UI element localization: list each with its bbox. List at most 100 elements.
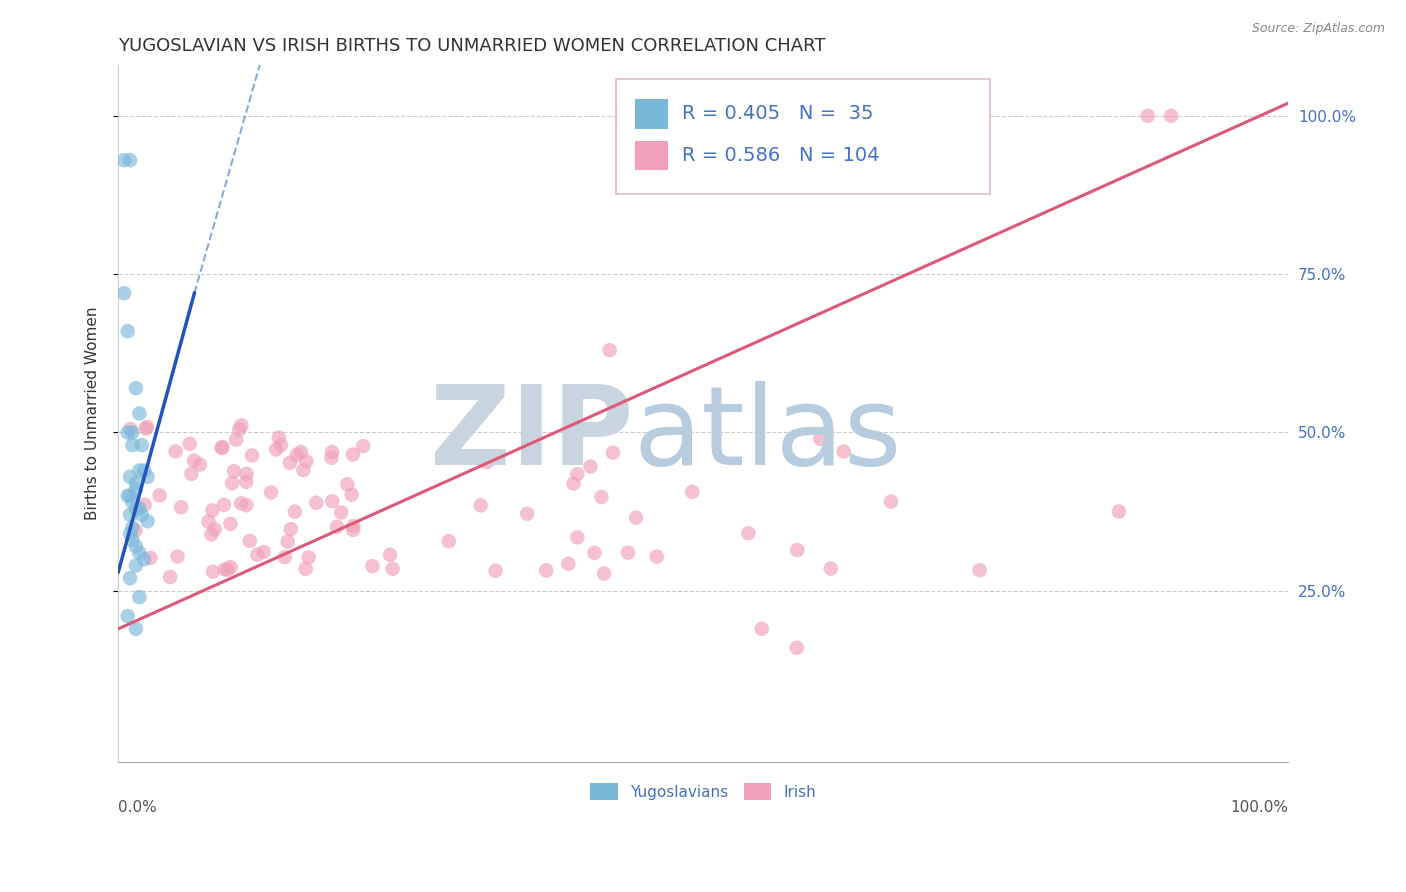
Point xyxy=(330,505,353,519)
Point xyxy=(118,489,141,503)
Point xyxy=(125,476,148,491)
Point xyxy=(340,487,363,501)
Point xyxy=(342,523,364,537)
Point xyxy=(166,549,188,564)
Point xyxy=(593,566,616,581)
Point xyxy=(136,420,159,434)
Point xyxy=(737,526,759,541)
Point xyxy=(128,463,150,477)
Bar xyxy=(636,141,668,170)
Text: R = 0.405   N =  35: R = 0.405 N = 35 xyxy=(682,104,873,123)
Point xyxy=(264,442,287,457)
Point xyxy=(305,496,328,510)
Point xyxy=(321,494,343,508)
Point xyxy=(260,485,283,500)
Point xyxy=(277,534,299,549)
Point xyxy=(225,433,247,447)
Point xyxy=(125,540,148,554)
Point xyxy=(131,508,153,522)
Point xyxy=(118,470,141,484)
Point xyxy=(285,448,308,462)
Point xyxy=(352,439,374,453)
Point xyxy=(112,286,135,301)
Point xyxy=(117,489,139,503)
Text: atlas: atlas xyxy=(633,381,901,488)
Point xyxy=(321,445,343,459)
Text: 0.0%: 0.0% xyxy=(118,800,157,815)
Text: ZIP: ZIP xyxy=(430,381,633,488)
Point xyxy=(159,570,181,584)
Point xyxy=(117,609,139,624)
Point xyxy=(131,438,153,452)
Point xyxy=(200,527,222,541)
Point xyxy=(134,498,156,512)
Point xyxy=(121,533,143,548)
Point xyxy=(165,444,187,458)
Point xyxy=(294,562,316,576)
Point xyxy=(201,503,224,517)
Point xyxy=(557,557,579,571)
Point xyxy=(336,477,359,491)
Point xyxy=(786,543,808,558)
Point xyxy=(217,563,239,577)
Point xyxy=(222,464,245,478)
Point xyxy=(820,561,842,575)
Point xyxy=(617,546,640,560)
Point xyxy=(567,530,589,544)
Point xyxy=(342,519,364,533)
Point xyxy=(139,550,162,565)
Point xyxy=(118,153,141,168)
Point xyxy=(437,534,460,549)
Point xyxy=(880,494,903,508)
Text: YUGOSLAVIAN VS IRISH BIRTHS TO UNMARRIED WOMEN CORRELATION CHART: YUGOSLAVIAN VS IRISH BIRTHS TO UNMARRIED… xyxy=(118,37,825,55)
Point xyxy=(290,445,312,459)
Point xyxy=(118,508,141,522)
Point xyxy=(197,515,219,529)
Point xyxy=(231,496,253,510)
Point xyxy=(599,343,621,358)
Point xyxy=(125,483,148,497)
Point xyxy=(1136,109,1159,123)
Point xyxy=(214,562,236,576)
Point xyxy=(235,467,257,481)
Point xyxy=(280,522,302,536)
Point xyxy=(240,449,263,463)
Point xyxy=(204,522,226,536)
Point xyxy=(278,456,301,470)
Point xyxy=(124,524,146,538)
Point xyxy=(149,488,172,502)
Point xyxy=(295,454,318,468)
Point xyxy=(117,324,139,338)
Point xyxy=(292,463,315,477)
Point xyxy=(121,438,143,452)
Point xyxy=(534,564,557,578)
Point xyxy=(219,516,242,531)
Point xyxy=(170,500,193,515)
Point xyxy=(321,450,343,465)
Y-axis label: Births to Unmarried Women: Births to Unmarried Women xyxy=(86,307,100,520)
Point xyxy=(832,444,855,458)
Point xyxy=(211,441,233,455)
Point xyxy=(121,495,143,509)
Point xyxy=(120,422,142,436)
Point xyxy=(591,490,613,504)
Bar xyxy=(636,99,668,128)
Point xyxy=(183,453,205,467)
Point xyxy=(188,458,211,472)
Point xyxy=(602,445,624,459)
Point xyxy=(298,550,321,565)
FancyBboxPatch shape xyxy=(616,79,990,194)
Point xyxy=(562,476,585,491)
Point xyxy=(378,548,401,562)
Point xyxy=(326,520,349,534)
Point xyxy=(516,507,538,521)
Point xyxy=(681,484,703,499)
Point xyxy=(270,438,292,452)
Point xyxy=(221,476,243,491)
Point xyxy=(284,505,307,519)
Point xyxy=(274,550,297,565)
Point xyxy=(117,425,139,440)
Point xyxy=(252,545,274,559)
Point xyxy=(121,520,143,534)
Point xyxy=(475,455,498,469)
